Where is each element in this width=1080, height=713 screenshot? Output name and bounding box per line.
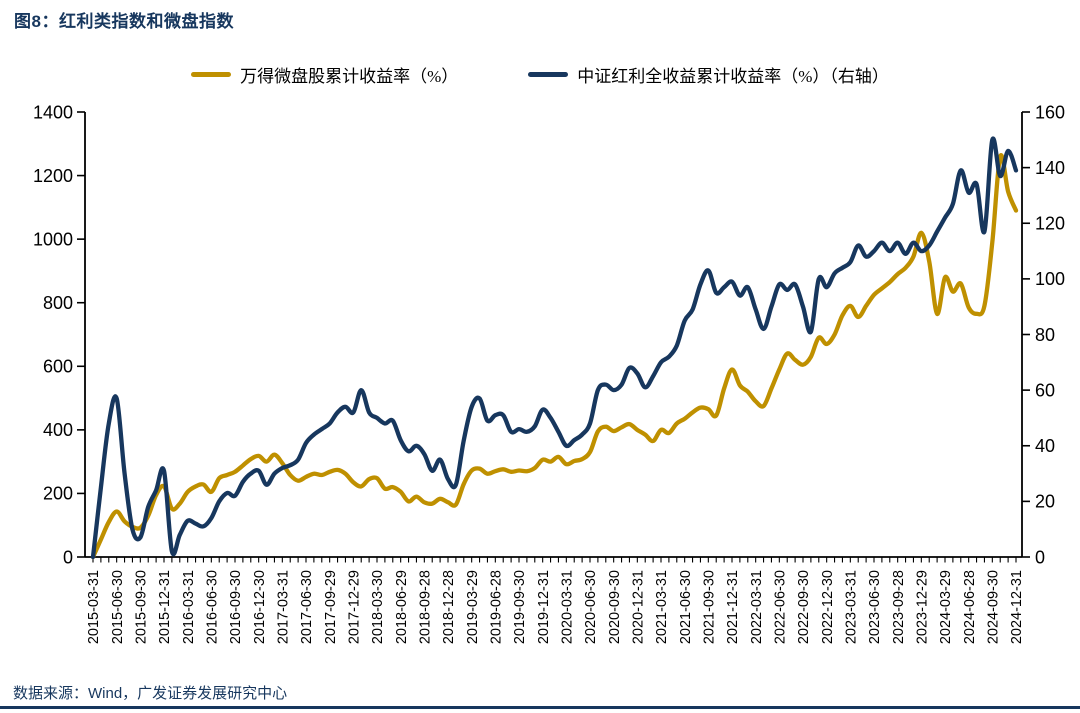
svg-text:2022-09-30: 2022-09-30: [796, 570, 812, 644]
svg-text:2015-06-30: 2015-06-30: [110, 570, 126, 644]
svg-text:2021-12-31: 2021-12-31: [725, 570, 741, 644]
svg-text:800: 800: [43, 293, 73, 313]
svg-text:2017-03-31: 2017-03-31: [275, 570, 291, 644]
svg-text:2020-06-30: 2020-06-30: [583, 570, 599, 644]
legend-swatch-gold-line: [191, 72, 232, 77]
svg-text:400: 400: [43, 420, 73, 440]
legend-label: 中证红利全收益累计收益率（%）（右轴）: [577, 67, 889, 86]
svg-text:2022-03-31: 2022-03-31: [749, 570, 765, 644]
svg-text:2021-06-30: 2021-06-30: [678, 570, 694, 644]
svg-text:60: 60: [1035, 380, 1055, 400]
svg-text:2019-12-31: 2019-12-31: [536, 570, 552, 644]
svg-text:1000: 1000: [33, 229, 73, 249]
svg-text:120: 120: [1035, 214, 1065, 234]
svg-text:2015-12-31: 2015-12-31: [157, 570, 173, 644]
dual-axis-line-chart: 0 200 400 600 800 1000 1200 1400 0 20 40 60 80 100 120…: [33, 102, 1065, 644]
svg-text:2019-09-30: 2019-09-30: [512, 570, 528, 644]
svg-text:2017-06-30: 2017-06-30: [299, 570, 315, 644]
svg-text:2024-09-30: 2024-09-30: [985, 570, 1001, 644]
svg-text:2016-03-31: 2016-03-31: [181, 570, 197, 644]
figure-title: 图8：红利类指数和微盘指数: [14, 12, 234, 31]
svg-text:2018-06-29: 2018-06-29: [394, 570, 410, 644]
svg-text:2016-12-30: 2016-12-30: [252, 570, 268, 644]
svg-text:1200: 1200: [33, 166, 73, 186]
legend-swatch-navy-line: [528, 72, 569, 77]
svg-text:160: 160: [1035, 102, 1065, 122]
svg-text:2021-03-31: 2021-03-31: [654, 570, 670, 644]
legend-item-microcap: 万得微盘股累计收益率（%）: [191, 62, 458, 87]
svg-text:200: 200: [43, 484, 73, 504]
svg-text:2023-03-31: 2023-03-31: [843, 570, 859, 644]
svg-text:2015-03-31: 2015-03-31: [86, 570, 102, 644]
svg-text:2024-06-28: 2024-06-28: [962, 570, 978, 644]
svg-text:1400: 1400: [33, 102, 73, 122]
svg-text:2015-09-30: 2015-09-30: [133, 570, 149, 644]
svg-text:40: 40: [1035, 436, 1055, 456]
legend-item-dividend: 中证红利全收益累计收益率（%）（右轴）: [528, 62, 889, 87]
svg-text:2020-09-30: 2020-09-30: [607, 570, 623, 644]
svg-text:2024-03-29: 2024-03-29: [938, 570, 954, 644]
chart-canvas: 0 200 400 600 800 1000 1200 1400 0 20 40 60 80 100 120…: [33, 102, 1065, 644]
svg-text:2020-12-31: 2020-12-31: [630, 570, 646, 644]
svg-text:2017-09-29: 2017-09-29: [323, 570, 339, 644]
svg-text:2016-09-30: 2016-09-30: [228, 570, 244, 644]
data-source: 数据来源：Wind，广发证券发展研究中心: [13, 685, 288, 702]
legend-label: 万得微盘股累计收益率（%）: [240, 67, 459, 86]
bottom-rule: [0, 706, 1080, 709]
svg-text:2024-12-31: 2024-12-31: [1009, 570, 1025, 644]
svg-text:2023-06-30: 2023-06-30: [867, 570, 883, 644]
svg-text:2022-12-30: 2022-12-30: [820, 570, 836, 644]
svg-text:2017-12-29: 2017-12-29: [346, 570, 362, 644]
svg-text:2019-03-29: 2019-03-29: [465, 570, 481, 644]
svg-text:0: 0: [1035, 547, 1045, 567]
svg-text:100: 100: [1035, 269, 1065, 289]
svg-text:0: 0: [63, 547, 73, 567]
svg-text:2018-12-28: 2018-12-28: [441, 570, 457, 644]
svg-text:2021-09-30: 2021-09-30: [701, 570, 717, 644]
svg-text:2018-03-30: 2018-03-30: [370, 570, 386, 644]
svg-text:2016-06-30: 2016-06-30: [204, 570, 220, 644]
svg-text:2018-09-28: 2018-09-28: [417, 570, 433, 644]
svg-text:2020-03-31: 2020-03-31: [559, 570, 575, 644]
svg-text:2019-06-28: 2019-06-28: [488, 570, 504, 644]
svg-text:600: 600: [43, 357, 73, 377]
svg-text:2023-12-29: 2023-12-29: [914, 570, 930, 644]
chart-legend: 万得微盘股累计收益率（%） 中证红利全收益累计收益率（%）（右轴）: [0, 62, 1080, 87]
svg-text:2023-09-28: 2023-09-28: [891, 570, 907, 644]
svg-text:80: 80: [1035, 325, 1055, 345]
svg-text:20: 20: [1035, 492, 1055, 512]
svg-text:2022-06-30: 2022-06-30: [772, 570, 788, 644]
svg-text:140: 140: [1035, 158, 1065, 178]
